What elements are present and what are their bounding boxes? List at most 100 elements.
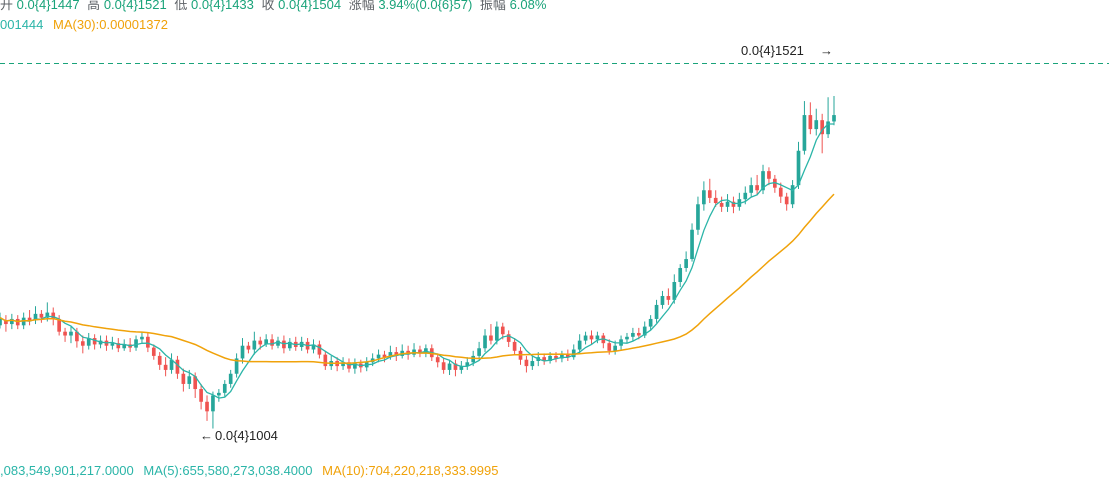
candle-body bbox=[595, 335, 600, 340]
candle bbox=[317, 340, 322, 359]
candle-body bbox=[731, 201, 736, 207]
candle-body bbox=[719, 203, 724, 207]
high-marker-arrow: → bbox=[820, 43, 833, 58]
candle bbox=[583, 331, 588, 345]
candle-body bbox=[530, 361, 535, 367]
candle bbox=[323, 350, 328, 370]
candle-body bbox=[21, 317, 26, 326]
high-price-marker: 0.0{4}1521 bbox=[741, 43, 804, 58]
candle bbox=[654, 299, 659, 323]
candle-body bbox=[796, 150, 801, 186]
candle-body bbox=[33, 313, 38, 321]
candle bbox=[110, 336, 115, 350]
candle bbox=[790, 180, 795, 209]
candle bbox=[483, 329, 487, 353]
candle-body bbox=[151, 347, 156, 356]
candle-body bbox=[506, 334, 511, 342]
candle bbox=[808, 102, 813, 135]
candle-body bbox=[51, 312, 56, 319]
candle bbox=[92, 334, 97, 350]
candle bbox=[86, 332, 91, 350]
candle bbox=[755, 174, 759, 196]
candle-body bbox=[589, 335, 594, 340]
candle bbox=[690, 223, 694, 262]
candle-body bbox=[761, 171, 765, 191]
candle-body bbox=[217, 392, 221, 396]
candle-body bbox=[548, 355, 552, 361]
candle bbox=[400, 344, 405, 359]
candle bbox=[39, 310, 44, 323]
candle bbox=[719, 196, 724, 212]
candle-body bbox=[0, 317, 2, 326]
candle bbox=[707, 178, 712, 203]
candle-body bbox=[282, 340, 286, 349]
candle-body bbox=[453, 363, 458, 370]
candle-body bbox=[57, 318, 61, 332]
candle-body bbox=[684, 259, 688, 268]
candle-body bbox=[157, 355, 162, 365]
candle-body bbox=[205, 401, 209, 412]
candle bbox=[353, 358, 357, 374]
candle bbox=[802, 101, 807, 155]
candle-body bbox=[211, 395, 215, 412]
candle-body bbox=[234, 358, 239, 374]
candle bbox=[246, 341, 251, 354]
low-marker-arrow: ← bbox=[200, 428, 213, 443]
open-label: 开 bbox=[0, 0, 14, 12]
candle-body bbox=[636, 332, 641, 336]
candle-body bbox=[447, 363, 452, 370]
candle-body bbox=[755, 185, 759, 191]
ohlc-summary: 开 0.0{4}1447 高 0.0{4}1521 低 0.0{4}1433 收… bbox=[0, 0, 546, 13]
candle-body bbox=[140, 336, 144, 340]
candle-body bbox=[69, 331, 73, 336]
candle-body bbox=[270, 339, 274, 346]
candle bbox=[441, 358, 446, 374]
candle-body bbox=[116, 343, 121, 349]
candle bbox=[222, 380, 227, 397]
candle-body bbox=[696, 204, 700, 230]
candle bbox=[518, 346, 523, 365]
candle-body bbox=[240, 345, 245, 359]
ma30-line bbox=[0, 193, 835, 365]
candle bbox=[684, 251, 688, 272]
candle bbox=[542, 353, 547, 365]
candle-body bbox=[199, 389, 203, 402]
candle-body bbox=[394, 352, 399, 356]
candle bbox=[773, 174, 777, 193]
candle-body bbox=[388, 352, 393, 358]
candle bbox=[731, 196, 736, 214]
close-value: 0.0{4}1504 bbox=[278, 0, 342, 12]
candle bbox=[211, 391, 215, 429]
candle bbox=[447, 359, 452, 376]
change-value: 3.94%(0.0{6}57) bbox=[378, 0, 473, 12]
candle-body bbox=[802, 115, 807, 151]
candle-body bbox=[702, 190, 706, 205]
candle-body bbox=[660, 296, 665, 305]
candle-body bbox=[317, 344, 322, 355]
candle-body bbox=[9, 318, 14, 325]
candle-body bbox=[418, 349, 422, 354]
low-value: 0.0{4}1433 bbox=[190, 0, 254, 12]
candle-body bbox=[175, 359, 180, 374]
candle bbox=[761, 164, 765, 195]
candle-body bbox=[382, 354, 387, 358]
candle bbox=[702, 181, 706, 211]
candle-body bbox=[169, 359, 174, 370]
candle bbox=[122, 339, 127, 351]
candle bbox=[146, 332, 150, 353]
candles-layer bbox=[0, 95, 836, 429]
candle-body bbox=[808, 115, 813, 130]
candle bbox=[642, 321, 647, 339]
candle-body bbox=[820, 120, 825, 135]
candle bbox=[63, 327, 67, 342]
candle-body bbox=[790, 185, 795, 205]
candle bbox=[270, 334, 274, 350]
candle bbox=[713, 190, 718, 207]
candle bbox=[157, 352, 162, 370]
candle bbox=[181, 368, 186, 392]
candle bbox=[725, 194, 730, 212]
candle-body bbox=[832, 115, 836, 122]
candle bbox=[217, 389, 221, 402]
candle-body bbox=[323, 354, 328, 367]
